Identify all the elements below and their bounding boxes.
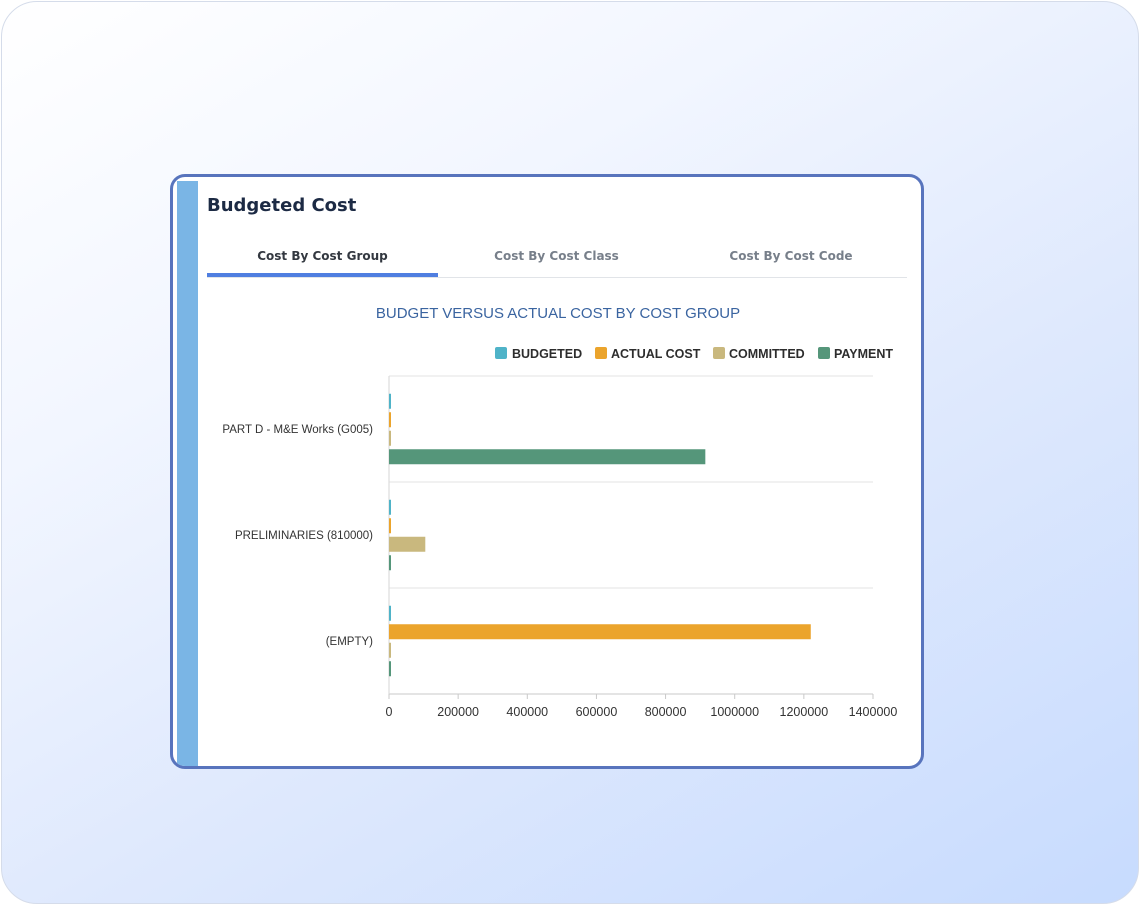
card-accent-stripe [177,181,198,766]
tab-bar: Cost By Cost Group Cost By Cost Class Co… [207,237,907,278]
bar-payment-preliminaries-810000 [389,555,391,571]
category-label-empty: (EMPTY) [326,636,373,648]
legend-label-payment: PAYMENT [834,347,893,361]
x-tick-label: 1000000 [710,705,759,719]
legend-swatch-payment [818,347,830,359]
legend-swatch-committed [713,347,725,359]
tab-cost-by-cost-group[interactable]: Cost By Cost Group [207,237,438,277]
bar-budgeted-part-d-m-e-works-g005 [389,393,391,409]
bar-payment-part-d-m-e-works-g005 [389,449,706,465]
budgeted-cost-card: Budgeted Cost Cost By Cost Group Cost By… [170,174,924,769]
x-tick-label: 0 [386,705,393,719]
tab-cost-by-cost-code[interactable]: Cost By Cost Code [729,249,853,263]
category-label-part-d-m-e-works-g005: PART D - M&E Works (G005) [222,424,373,436]
x-tick-label: 600000 [576,705,618,719]
x-tick-label: 200000 [437,705,479,719]
bar-budgeted-empty [389,605,391,621]
bar-committed-empty [389,642,391,658]
category-label-preliminaries-810000: PRELIMINARIES (810000) [235,530,373,542]
legend-swatch-budgeted [495,347,507,359]
legend-label-committed: COMMITTED [729,347,805,361]
bar-actual-cost-preliminaries-810000 [389,518,391,534]
legend-label-budgeted: BUDGETED [512,347,582,361]
card-title: Budgeted Cost [207,195,357,216]
tab-cost-by-cost-class[interactable]: Cost By Cost Class [494,249,619,263]
legend-swatch-actual-cost [595,347,607,359]
chart-title: BUDGET VERSUS ACTUAL COST BY COST GROUP [376,305,740,322]
legend-label-actual-cost: ACTUAL COST [611,347,701,361]
bar-actual-cost-part-d-m-e-works-g005 [389,412,391,428]
bar-payment-empty [389,661,391,677]
bar-budgeted-preliminaries-810000 [389,499,391,515]
bar-actual-cost-empty [389,624,811,640]
x-tick-label: 1200000 [780,705,829,719]
x-tick-label: 400000 [506,705,548,719]
bar-committed-preliminaries-810000 [389,536,426,552]
bar-committed-part-d-m-e-works-g005 [389,430,391,446]
x-tick-label: 800000 [645,705,687,719]
x-tick-label: 1400000 [849,705,898,719]
budget-vs-actual-chart: BUDGET VERSUS ACTUAL COST BY COST GROUP B… [222,305,898,719]
